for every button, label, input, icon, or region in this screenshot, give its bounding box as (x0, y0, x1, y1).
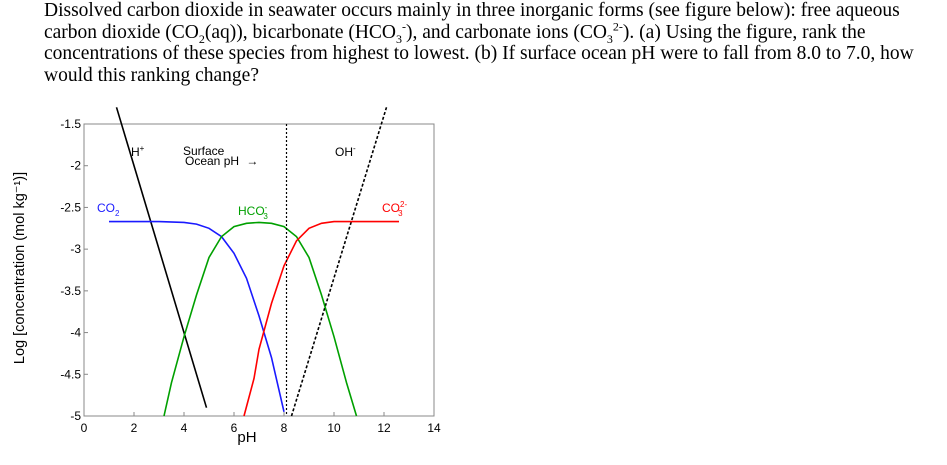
plot-frame (83, 123, 435, 417)
hco3-superscript: - (402, 19, 407, 33)
question-text: Dissolved carbon dioxide in seawater occ… (44, 0, 944, 86)
co2-subscript: 2 (198, 31, 205, 46)
x-tick-label: 12 (377, 421, 391, 435)
series-line-oh- (290, 107, 388, 417)
x-tick-label: 0 (81, 421, 88, 435)
question-part4: ). (a) Using the figure, rank the concen… (44, 21, 914, 86)
y-axis: -1.5 -2 -2.5 -3 -3.5 -4 -4.5 -5 (60, 117, 88, 423)
x-tick-label: 4 (181, 421, 188, 435)
surface-label-line1: Surface (183, 144, 225, 158)
y-tick-label: -3 (70, 242, 81, 256)
svg-text:Ocean pH →: Ocean pH → (185, 154, 258, 168)
h-plus-label: H+ (131, 144, 145, 159)
x-tick-label: 2 (131, 421, 138, 435)
series-line-hco3- (163, 221, 358, 417)
y-axis-label: Log [concentration (mol kg⁻¹)] (12, 172, 28, 364)
x-tick-label: 8 (281, 421, 288, 435)
question-part1: Dissolved carbon dioxide in seawater occ… (44, 0, 900, 43)
hco3-label: HCO-3 (238, 203, 268, 221)
series-line-co3-2- (243, 220, 399, 417)
series-line-h- (115, 107, 208, 408)
oh-minus-label: OH- (335, 144, 356, 159)
y-tick-label: -4.5 (60, 367, 81, 381)
series-line-co2 (109, 220, 285, 412)
co2-label: CO2 (97, 201, 120, 218)
co3-subscript: 3 (606, 31, 613, 46)
x-tick-label: 6 (231, 421, 238, 435)
x-axis: 0 2 4 6 8 10 12 14 (81, 412, 441, 435)
co3-label: CO2-3 (382, 200, 407, 218)
question-part3: ), and carbonate ions (CO (406, 21, 607, 43)
y-tick-label: -4 (70, 326, 81, 340)
y-tick-label: -5 (70, 409, 81, 423)
x-tick-label: 10 (327, 421, 341, 435)
surface-arrow: → (246, 154, 258, 168)
y-tick-label: -3.5 (60, 284, 81, 298)
question-part2: (aq)), bicarbonate (HCO (204, 21, 397, 43)
co3-superscript: 2- (612, 19, 623, 33)
y-tick-label: -2 (70, 159, 81, 173)
y-tick-label: -2.5 (60, 200, 81, 214)
hco3-subscript: 3 (396, 31, 403, 46)
series-group (109, 107, 399, 417)
x-tick-label: 14 (427, 421, 441, 435)
x-axis-label: pH (237, 429, 256, 446)
surface-label-line2: Ocean pH (185, 154, 239, 168)
y-tick-label: -1.5 (60, 117, 81, 131)
